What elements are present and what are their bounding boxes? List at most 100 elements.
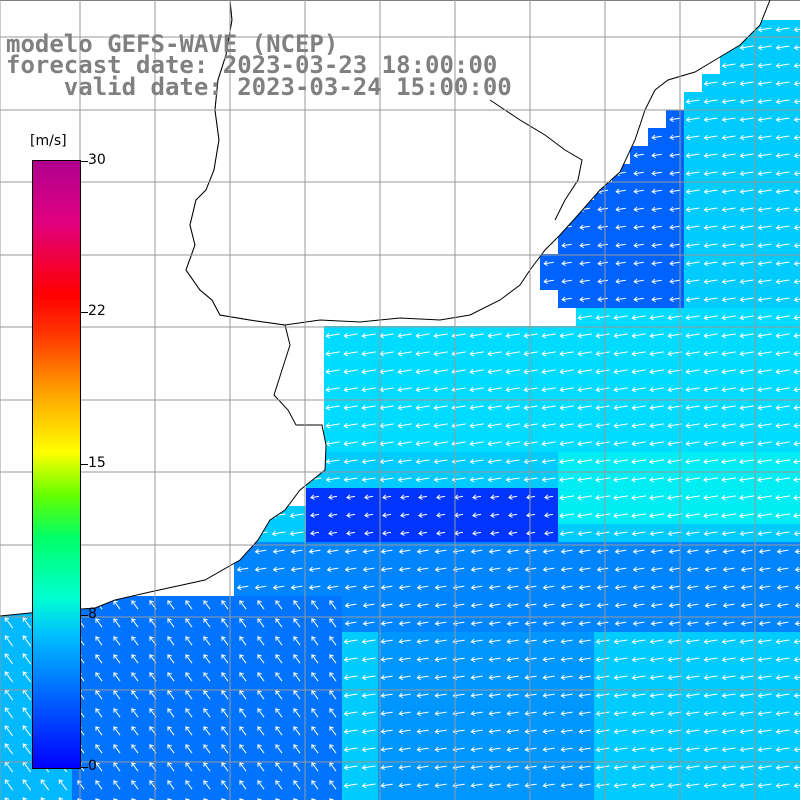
wind-arrow-head <box>560 566 566 573</box>
wind-arrow-head <box>685 440 691 447</box>
wind-arrow <box>723 603 735 607</box>
wind-arrow-head <box>397 404 403 411</box>
wind-arrow <box>329 690 337 700</box>
wind-arrow <box>669 549 681 553</box>
wind-arrow-head <box>596 566 602 573</box>
wind-arrow <box>758 45 772 49</box>
wind-arrow-head <box>560 674 566 681</box>
wind-arrow-head <box>579 242 584 249</box>
wind-arrow <box>326 423 340 427</box>
wind-arrow-head <box>505 422 511 429</box>
wind-arrow <box>560 387 574 391</box>
wind-arrow-head <box>523 350 529 357</box>
wind-arrow <box>221 690 229 700</box>
wind-arrow <box>776 117 790 121</box>
wind-arrow-head <box>362 620 368 627</box>
wind-arrow-head <box>415 404 421 411</box>
wind-arrow <box>704 207 718 211</box>
wind-cell <box>0 794 18 800</box>
wind-arrow <box>364 531 374 535</box>
wind-arrow-head <box>470 602 476 609</box>
wind-cell <box>432 794 450 800</box>
wind-arrow-head <box>524 674 530 681</box>
wind-arrow-head <box>308 566 314 573</box>
wind-arrow <box>167 762 175 772</box>
wind-arrow <box>705 621 717 625</box>
wind-arrow <box>490 513 500 517</box>
wind-arrow <box>777 603 789 607</box>
wind-arrow-head <box>703 530 709 537</box>
wind-arrow-head <box>310 512 315 518</box>
wind-arrow-head <box>433 422 439 429</box>
wind-arrow-head <box>203 636 208 641</box>
wind-arrow-head <box>149 780 154 785</box>
wind-arrow-head <box>595 350 601 357</box>
wind-arrow <box>344 747 358 751</box>
wind-arrow-head <box>614 566 620 573</box>
wind-arrow-head <box>167 726 172 731</box>
wind-arrow <box>632 441 646 445</box>
wind-arrow <box>596 351 610 355</box>
wind-arrow <box>131 636 139 646</box>
wind-arrow <box>221 708 229 718</box>
wind-arrow-head <box>523 440 529 447</box>
wind-arrow <box>722 441 736 445</box>
wind-arrow-head <box>524 602 530 609</box>
wind-arrow-head <box>703 152 709 159</box>
wind-arrow <box>686 243 700 247</box>
wind-arrow-head <box>686 584 692 591</box>
wind-arrow <box>776 171 790 175</box>
wind-arrow <box>328 495 338 499</box>
wind-arrow-head <box>433 404 439 411</box>
wind-arrow <box>167 636 175 646</box>
wind-arrow-head <box>524 782 530 789</box>
wind-arrow <box>598 189 608 193</box>
wind-arrow-head <box>380 548 386 555</box>
wind-cell <box>792 506 800 524</box>
wind-arrow-head <box>757 80 763 87</box>
wind-arrow <box>652 189 662 193</box>
wind-arrow <box>614 711 628 715</box>
wind-arrow-head <box>58 797 64 800</box>
wind-arrow-head <box>185 672 190 677</box>
wind-arrow-head <box>757 638 763 645</box>
wind-arrow <box>326 477 340 481</box>
wind-arrow-head <box>559 476 564 483</box>
wind-arrow-head <box>595 476 600 483</box>
wind-arrow <box>489 711 501 715</box>
wind-arrow <box>506 423 520 427</box>
wind-arrow <box>615 585 627 589</box>
wind-arrow <box>471 567 483 571</box>
wind-arrow <box>113 654 121 664</box>
wind-arrow-head <box>361 638 367 645</box>
wind-arrow-head <box>185 636 190 641</box>
wind-arrow <box>221 744 229 754</box>
wind-arrow <box>561 603 573 607</box>
wind-arrow <box>310 513 320 517</box>
wind-arrow <box>740 747 754 751</box>
wind-arrow <box>489 747 501 751</box>
wind-arrow-head <box>329 762 334 767</box>
wind-arrow-head <box>362 602 368 609</box>
wind-arrow-head <box>487 404 493 411</box>
wind-arrow <box>632 351 646 355</box>
wind-arrow <box>561 765 573 769</box>
wind-arrow-head <box>4 707 10 712</box>
wind-arrow <box>507 711 519 715</box>
wind-arrow <box>668 639 682 643</box>
wind-arrow <box>22 725 32 737</box>
wind-arrow-head <box>271 530 277 537</box>
wind-arrow-head <box>632 620 638 627</box>
wind-arrow <box>508 513 518 517</box>
wind-arrow <box>704 675 718 679</box>
wind-arrow-head <box>416 746 422 753</box>
wind-arrow <box>344 459 358 463</box>
wind-arrow <box>95 618 103 628</box>
wind-cell <box>180 794 198 800</box>
wind-arrow <box>399 567 411 571</box>
wind-arrow-head <box>398 782 404 789</box>
wind-arrow-head <box>775 674 781 681</box>
wind-arrow <box>506 351 520 355</box>
wind-arrow <box>758 243 772 247</box>
wind-arrow <box>685 495 701 499</box>
